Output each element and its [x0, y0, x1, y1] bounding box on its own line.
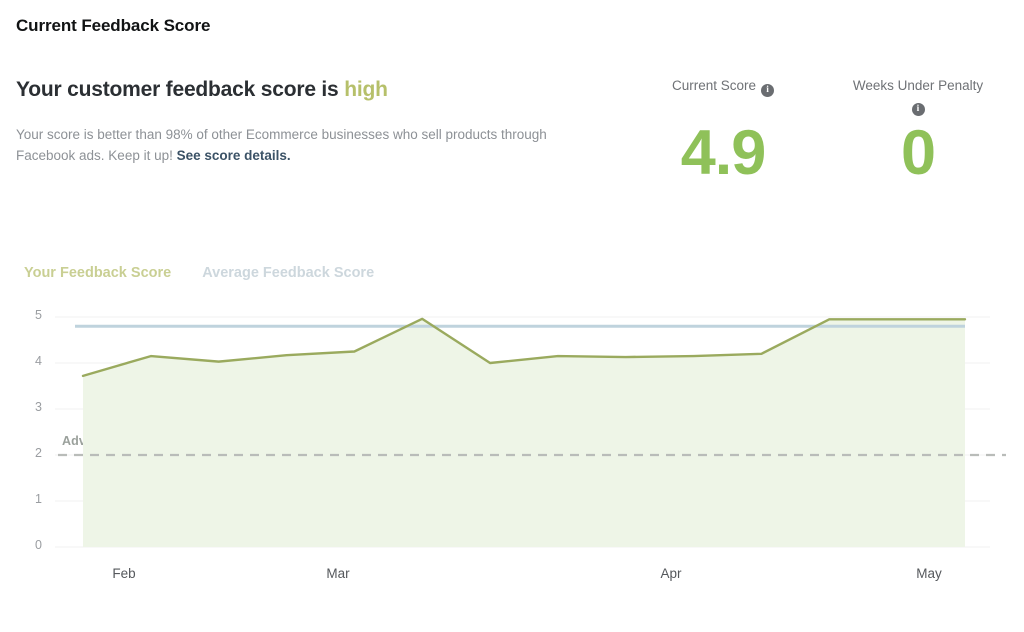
stat-current-score: Current Score i 4.9 [645, 76, 801, 185]
y-axis-tick: 4 [35, 354, 42, 368]
y-axis-tick: 3 [35, 400, 42, 414]
stat-weeks-under-penalty-value: 0 [900, 118, 936, 188]
y-axis-tick: 5 [35, 308, 42, 322]
y-axis-tick: 2 [35, 446, 42, 460]
y-axis-tick: 0 [35, 538, 42, 552]
stat-weeks-under-penalty: Weeks Under Penalty i 0 [838, 76, 998, 185]
chart-svg [55, 316, 1006, 548]
subcopy-line-2: through Facebook ads. Keep it up! [16, 127, 547, 163]
stat-current-score-value: 4.9 [680, 118, 767, 188]
page-title: Current Feedback Score [16, 16, 211, 35]
subcopy-line-1: Your score is better than 98% of other E… [16, 127, 498, 142]
x-axis-tick: Mar [326, 566, 350, 581]
feedback-score-chart [0, 300, 1024, 590]
subcopy: Your score is better than 98% of other E… [16, 124, 586, 166]
legend-item-average-feedback-score[interactable]: Average Feedback Score [202, 265, 375, 281]
stat-weeks-under-penalty-label: Weeks Under Penalty i [838, 76, 998, 116]
legend-item-your-feedback-score[interactable]: Your Feedback Score [24, 265, 172, 281]
x-axis-tick: Feb [112, 566, 136, 581]
chart-legend: Your Feedback Score Average Feedback Scor… [24, 264, 374, 282]
headline-prefix: Your customer feedback score is [16, 78, 345, 101]
x-axis-tick: Apr [660, 566, 682, 581]
stat-current-score-label-text: Current Score [671, 78, 757, 93]
see-score-details-link[interactable]: See score details. [176, 148, 291, 163]
info-icon[interactable]: i [761, 84, 775, 97]
headline-accent: high [344, 78, 388, 101]
stat-current-score-label: Current Score i [645, 76, 801, 97]
x-axis-tick: May [916, 566, 942, 581]
stat-weeks-under-penalty-label-text: Weeks Under Penalty [852, 78, 984, 93]
info-icon[interactable]: i [911, 103, 925, 116]
y-axis-tick: 1 [35, 492, 42, 506]
headline: Your customer feedback score is high [16, 78, 388, 102]
